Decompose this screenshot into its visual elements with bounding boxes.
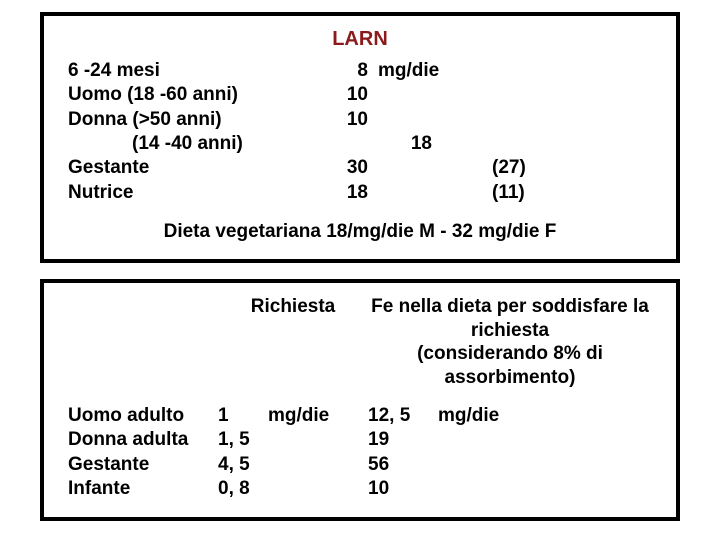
req-row-unit	[268, 428, 368, 452]
larn-row-value: 18	[382, 132, 432, 156]
larn-row-value: 18	[318, 181, 368, 205]
req-row-unit2	[438, 477, 652, 501]
larn-row-label: Gestante	[68, 156, 318, 180]
requirement-row: Gestante4, 5 56	[68, 453, 652, 477]
larn-row-label: Nutrice	[68, 181, 318, 205]
req-row-label: Gestante	[68, 453, 218, 477]
larn-row: Gestante30 (27)	[68, 156, 652, 180]
larn-row-label: (14 -40 anni)	[68, 132, 382, 156]
larn-row: Donna (>50 anni)10	[68, 108, 652, 132]
larn-row-extra	[458, 108, 592, 132]
larn-title: LARN	[68, 28, 652, 51]
larn-row-unit: mg/die	[368, 59, 458, 83]
larn-row-unit	[368, 108, 458, 132]
req-row-value2: 12, 5	[368, 404, 438, 428]
header-right-line2: (considerando 8% di assorbimento)	[368, 342, 652, 390]
larn-panel: LARN 6 -24 mesi8mg/dieUomo (18 -60 anni)…	[40, 12, 680, 263]
larn-row-unit	[368, 83, 458, 107]
larn-row: 6 -24 mesi8mg/die	[68, 59, 652, 83]
req-row-unit2	[438, 428, 652, 452]
larn-row-extra	[458, 59, 592, 83]
larn-row-unit	[368, 156, 458, 180]
larn-row: (14 -40 anni)18	[68, 132, 652, 156]
larn-row-extra: (27)	[458, 156, 592, 180]
header-fe-dieta: Fe nella dieta per soddisfare la richies…	[368, 295, 652, 390]
larn-row-label: 6 -24 mesi	[68, 59, 318, 83]
larn-row-extra	[522, 132, 656, 156]
req-row-label: Uomo adulto	[68, 404, 218, 428]
req-row-value2: 19	[368, 428, 438, 452]
req-row-unit: mg/die	[268, 404, 368, 428]
req-row-unit2	[438, 453, 652, 477]
req-row-value: 1, 5	[218, 428, 268, 452]
req-row-unit2: mg/die	[438, 404, 652, 428]
larn-row-value: 10	[318, 83, 368, 107]
req-row-value: 4, 5	[218, 453, 268, 477]
req-row-label: Infante	[68, 477, 218, 501]
req-row-label: Donna adulta	[68, 428, 218, 452]
larn-row-value: 8	[318, 59, 368, 83]
req-row-value2: 56	[368, 453, 438, 477]
req-row-value: 0, 8	[218, 477, 268, 501]
larn-row-label: Donna (>50 anni)	[68, 108, 318, 132]
req-row-unit	[268, 453, 368, 477]
header-richiesta: Richiesta	[218, 295, 368, 390]
larn-rows: 6 -24 mesi8mg/dieUomo (18 -60 anni)10Don…	[68, 59, 652, 205]
requirement-row: Uomo adulto1mg/die12, 5mg/die	[68, 404, 652, 428]
larn-row: Uomo (18 -60 anni)10	[68, 83, 652, 107]
requirement-header: Richiesta Fe nella dieta per soddisfare …	[68, 295, 652, 390]
larn-row-value: 10	[318, 108, 368, 132]
requirement-row: Infante0, 8 10	[68, 477, 652, 501]
larn-row-value: 30	[318, 156, 368, 180]
diet-note: Dieta vegetariana 18/mg/die M - 32 mg/di…	[68, 221, 652, 243]
req-row-value2: 10	[368, 477, 438, 501]
larn-row-extra: (11)	[458, 181, 592, 205]
larn-row-label: Uomo (18 -60 anni)	[68, 83, 318, 107]
header-right-line1: Fe nella dieta per soddisfare la richies…	[368, 295, 652, 343]
requirement-panel: Richiesta Fe nella dieta per soddisfare …	[40, 279, 680, 521]
larn-row-extra	[458, 83, 592, 107]
req-row-value: 1	[218, 404, 268, 428]
larn-row: Nutrice18 (11)	[68, 181, 652, 205]
requirement-row: Donna adulta1, 5 19	[68, 428, 652, 452]
requirement-rows: Uomo adulto1mg/die12, 5mg/dieDonna adult…	[68, 404, 652, 501]
larn-row-unit	[368, 181, 458, 205]
larn-row-unit	[432, 132, 522, 156]
req-row-unit	[268, 477, 368, 501]
header-empty	[68, 295, 218, 390]
